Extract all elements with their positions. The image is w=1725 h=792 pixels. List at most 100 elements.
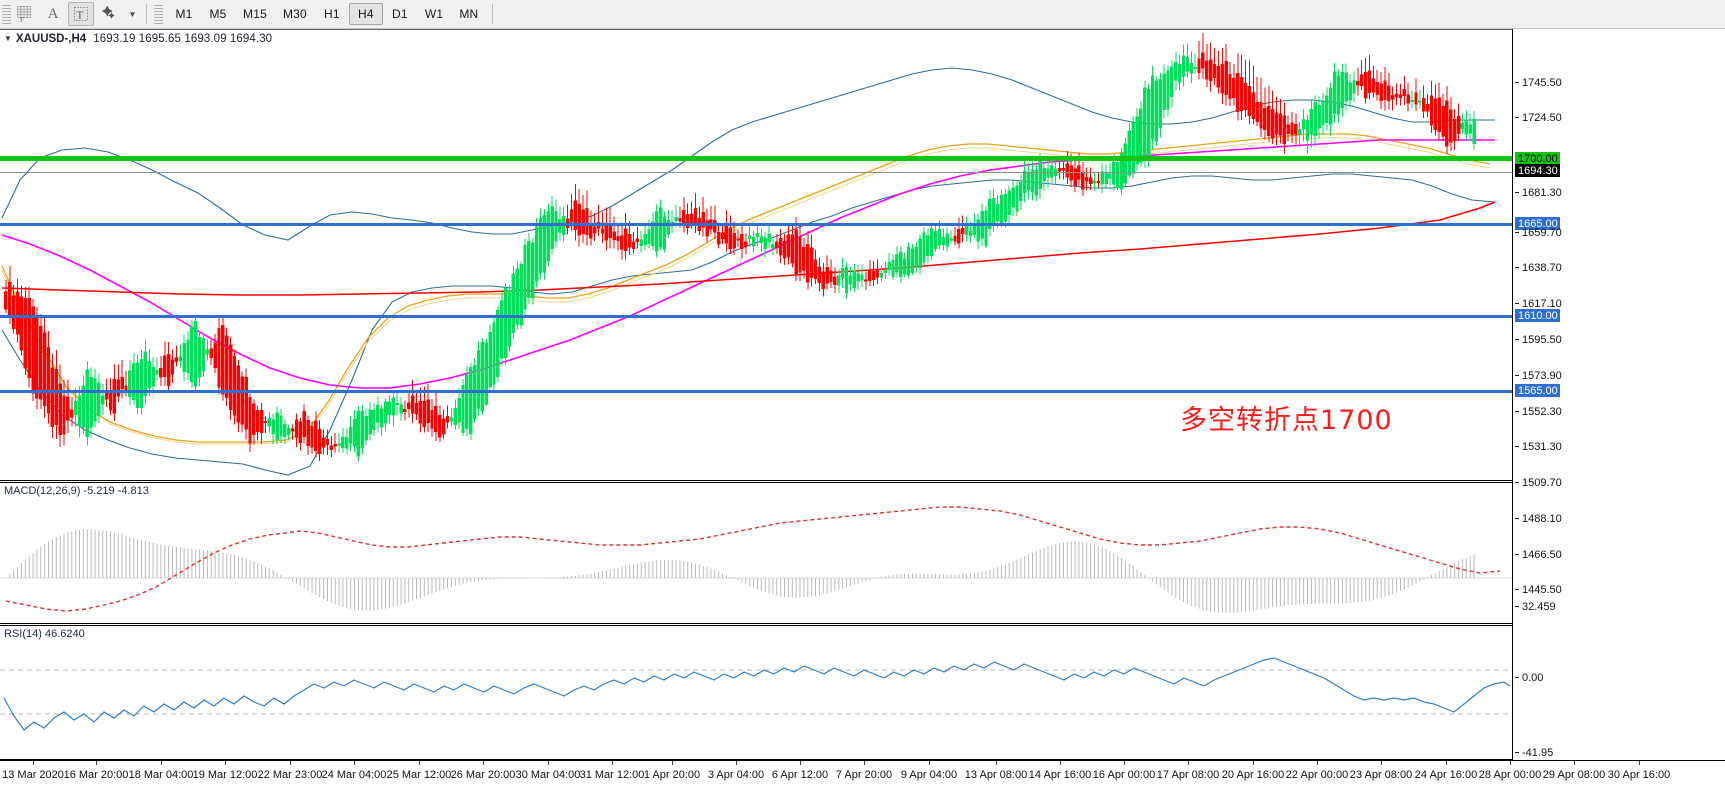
level-line-1665[interactable] [0,223,1512,226]
time-tick-11 [736,761,737,765]
price-axis[interactable]: 1745.50 1724.50 1700.00 1694.30 1681.30 1665.… [1512,29,1725,780]
time-tick-5 [354,761,355,765]
toolbar-divider-2 [492,4,494,24]
tick-dash-icon [1515,752,1519,753]
triangle-down-icon[interactable]: ▼ [4,34,12,43]
macd-tick-0_00: 0.00 [1513,671,1725,684]
tick-dash-icon [1515,518,1519,519]
svg-text:T: T [77,10,84,22]
time-label-15: 13 Apr 08:00 [964,769,1028,781]
tick-dash-icon [1515,411,1519,412]
time-label-8: 30 Mar 04:00 [515,769,581,781]
time-tick-15 [996,761,997,765]
objects-icon[interactable] [96,2,122,26]
price-badge-1565-00: 1565.00 [1515,384,1560,397]
time-label-22: 24 Apr 16:00 [1414,769,1478,781]
chart-toolbar: F A T ▼ M1 M5 M15 M30 H1 H4 D1 W1 MN [0,0,1725,29]
timeframe-h4[interactable]: H4 [348,3,383,25]
time-tick-21 [1381,761,1382,765]
time-tick-23 [1510,761,1511,765]
time-label-2: 18 Mar 04:00 [128,769,194,781]
svg-text:F: F [20,16,24,23]
level-line-1610[interactable] [0,315,1512,318]
chart-area[interactable]: 多空转折点1700 ▼ XAUUSD-,H4 1693.19 1695.65 1… [0,29,1725,792]
symbol-label: XAUUSD-,H4 [15,32,87,45]
turning-point-note[interactable]: 多空转折点1700 [1180,405,1393,436]
time-tick-18 [1188,761,1189,765]
time-tick-17 [1124,761,1125,765]
time-label-19: 20 Apr 16:00 [1221,769,1285,781]
tick-dash-icon [1515,267,1519,268]
time-tick-24 [1574,761,1575,765]
price-tick-1466_50: 1466.50 [1513,548,1725,561]
macd-tick-_41_95: -41.95 [1513,746,1725,759]
tick-dash-icon [1515,446,1519,447]
price-tick-1745_50: 1745.50 [1513,76,1725,89]
tick-dash-icon [1515,192,1519,193]
ma-magenta-line [1,139,1495,389]
tick-dash-icon [1515,339,1519,340]
tick-dash-icon [1515,82,1519,83]
toolbar-divider [146,4,147,24]
timeframe-h1[interactable]: H1 [324,7,340,21]
price-tick-1531_30: 1531.30 [1513,440,1725,453]
symbol-header: ▼ XAUUSD-,H4 1693.19 1695.65 1693.09 169… [0,30,1512,47]
text-object-icon[interactable]: T [68,2,94,26]
crosshair-grid-icon[interactable]: F [12,2,38,26]
bollinger-upper-band [1,67,1495,241]
ma-yellow-line [1,137,1491,445]
macd-histogram [9,529,1475,613]
time-tick-10 [672,761,673,765]
price-tick-1659_70: 1659.70 [1513,226,1725,239]
tick-dash-icon [1515,117,1519,118]
time-tick-14 [929,761,930,765]
timeframes-drag-grip-icon[interactable] [154,3,163,25]
ma-red-line [1,201,1496,296]
time-label-6: 25 Mar 12:00 [386,769,452,781]
time-tick-20 [1317,761,1318,765]
timeframe-group: M1 M5 M15 M30 H1 H4 D1 W1 MN [167,3,486,25]
time-axis[interactable]: 13 Mar 2020 16 Mar 20:00 18 Mar 04:00 19 Ma… [0,760,1725,792]
level-line-1700[interactable] [0,156,1512,161]
timeframe-m15[interactable]: M15 [243,7,267,21]
time-tick-16 [1060,761,1061,765]
ohlc-values: 1693.19 1695.65 1693.09 1694.30 [93,32,273,45]
time-label-23: 28 Apr 00:00 [1478,769,1542,781]
timeframe-d1[interactable]: D1 [392,7,408,21]
level-line-1565[interactable] [0,390,1512,393]
time-label-12: 6 Apr 12:00 [771,769,829,781]
tick-dash-icon [1515,482,1519,483]
rsi-chart-canvas [0,657,1512,731]
drag-grip-icon[interactable] [2,3,11,25]
time-label-11: 3 Apr 04:00 [707,769,765,781]
timeframe-m5[interactable]: M5 [209,7,227,21]
timeframe-mn[interactable]: MN [459,7,479,21]
macd-tick-32_459: 32.459 [1513,600,1725,613]
price-tick-1681_30: 1681.30 [1513,186,1725,199]
time-tick-12 [800,761,801,765]
tick-dash-icon [1515,606,1519,607]
price-chart-canvas [1,32,1496,476]
timeframe-m1[interactable]: M1 [175,7,193,21]
text-label-icon[interactable]: A [47,5,59,22]
rsi-pane[interactable]: RSI(14) 46.6240 [0,625,1512,760]
price-pane[interactable]: 多空转折点1700 ▼ XAUUSD-,H4 1693.19 1695.65 1… [0,29,1512,481]
price-badge-1665-00: 1665.00 [1515,217,1560,230]
timeframe-m30[interactable]: M30 [282,7,307,21]
time-label-21: 23 Apr 08:00 [1349,769,1413,781]
tick-dash-icon [1515,303,1519,304]
time-label-17: 16 Apr 00:00 [1092,769,1156,781]
price-badge-1610-00: 1610.00 [1515,309,1560,322]
objects-dropdown-caret-icon[interactable]: ▼ [124,2,140,26]
timeframe-w1[interactable]: W1 [424,7,444,21]
price-tick-1724_50: 1724.50 [1513,111,1725,124]
macd-pane[interactable]: MACD(12,26,9) -5.219 -4.813 [0,482,1512,624]
price-tick-1488_10: 1488.10 [1513,512,1725,525]
time-label-18: 17 Apr 08:00 [1156,769,1220,781]
price-tick-1617_10: 1617.10 [1513,297,1725,310]
macd-signal-line [5,506,1501,612]
time-tick-19 [1253,761,1254,765]
price-tick-1595_50: 1595.50 [1513,333,1725,346]
time-tick-6 [419,761,420,765]
